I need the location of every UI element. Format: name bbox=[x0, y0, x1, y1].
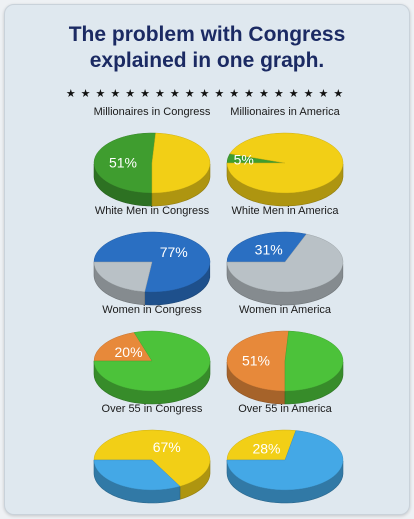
pie-chart: Millionaires in America 5% bbox=[226, 106, 344, 207]
pie-slice bbox=[93, 132, 156, 194]
pie-title: White Men in Congress bbox=[95, 205, 210, 217]
pie-slice bbox=[226, 233, 344, 293]
pie-slice bbox=[226, 231, 307, 263]
pie-title: White Men in America bbox=[232, 205, 340, 217]
pie-percent-label: 31% bbox=[255, 242, 283, 258]
pie-percent-label: 20% bbox=[115, 344, 143, 360]
pie-title: Millionaires in Congress bbox=[94, 106, 211, 118]
pie-title: Women in Congress bbox=[102, 304, 202, 316]
pie-chart: Women in America 51% bbox=[226, 304, 344, 405]
pie-percent-label: 51% bbox=[109, 155, 137, 171]
pie-title: Women in America bbox=[239, 304, 332, 316]
pie-chart: Over 55 in Congress 67% bbox=[93, 403, 211, 504]
pie-title: Over 55 in Congress bbox=[102, 403, 203, 415]
title-line-2: explained in one graph. bbox=[89, 49, 325, 72]
page-title: The problem with Congress explained in o… bbox=[0, 22, 414, 74]
pie-slice bbox=[226, 330, 289, 392]
pie-chart: White Men in Congress 77% bbox=[93, 205, 211, 306]
pie-percent-label: 5% bbox=[234, 152, 254, 168]
pie-chart: Over 55 in America 28% bbox=[226, 403, 344, 504]
pie-chart: White Men in America 31% bbox=[226, 205, 344, 306]
pie-slice bbox=[93, 332, 153, 362]
pie-slice bbox=[226, 429, 297, 461]
pie-percent-label: 67% bbox=[153, 439, 181, 455]
pie-slice bbox=[93, 261, 153, 293]
pie-slice bbox=[93, 330, 211, 392]
pie-title: Over 55 in America bbox=[238, 403, 332, 415]
pie-slice bbox=[284, 330, 344, 392]
pie-percent-label: 51% bbox=[242, 353, 270, 369]
pie-slice bbox=[93, 231, 211, 293]
pie-slice bbox=[93, 459, 181, 491]
pie-chart: Women in Congress 20% bbox=[93, 304, 211, 405]
pie-chart: Millionaires in Congress 51% bbox=[93, 106, 211, 207]
pie-slice bbox=[226, 430, 344, 491]
pie-percent-label: 28% bbox=[252, 440, 280, 456]
pie-title: Millionaires in America bbox=[230, 106, 340, 118]
pie-slice bbox=[93, 429, 211, 487]
pie-percent-label: 77% bbox=[160, 244, 188, 260]
title-line-1: The problem with Congress bbox=[68, 23, 346, 46]
star-divider: ★★★★★★★★★★★★★★★★★★★ bbox=[65, 88, 349, 100]
pie-slice bbox=[226, 132, 344, 194]
pie-slice bbox=[151, 132, 211, 194]
